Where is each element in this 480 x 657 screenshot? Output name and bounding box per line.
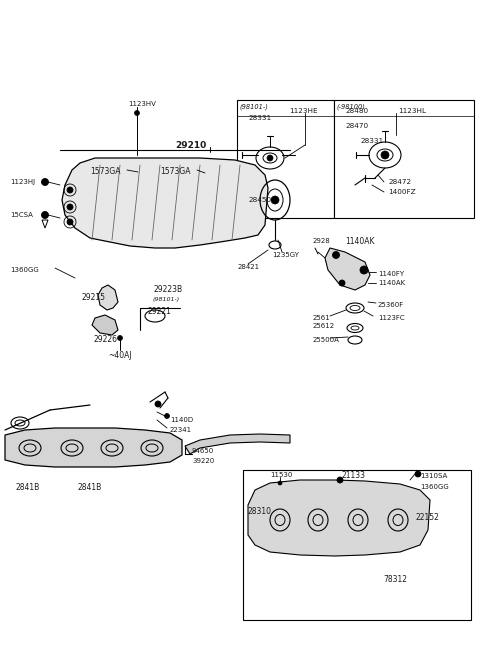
Circle shape	[337, 477, 343, 483]
Text: 21133: 21133	[342, 470, 366, 480]
Text: 1123HJ: 1123HJ	[10, 179, 35, 185]
Text: 28472: 28472	[388, 179, 411, 185]
Text: 1123HL: 1123HL	[398, 108, 426, 114]
Text: 1573GA: 1573GA	[90, 168, 120, 177]
Circle shape	[278, 481, 282, 485]
Polygon shape	[62, 158, 268, 248]
Text: 2561: 2561	[313, 315, 331, 321]
Text: 28480: 28480	[345, 108, 368, 114]
Text: 28331: 28331	[248, 115, 271, 121]
Circle shape	[360, 266, 368, 274]
Circle shape	[415, 471, 421, 477]
Polygon shape	[92, 315, 118, 335]
Bar	[243, 470, 471, 620]
Circle shape	[67, 219, 73, 225]
Bar	[237, 100, 334, 218]
Text: 2841B: 2841B	[78, 484, 102, 493]
Text: 22341: 22341	[170, 427, 192, 433]
Text: ~40AJ: ~40AJ	[108, 350, 132, 359]
Circle shape	[165, 413, 169, 419]
Text: 1140FY: 1140FY	[378, 271, 404, 277]
Circle shape	[41, 212, 48, 219]
Text: 1123HV: 1123HV	[128, 101, 156, 107]
Text: 2841B: 2841B	[15, 484, 39, 493]
Text: 15CSA: 15CSA	[10, 212, 33, 218]
Circle shape	[381, 151, 389, 159]
Text: 25500A: 25500A	[313, 337, 340, 343]
Circle shape	[333, 252, 339, 258]
Text: 1310SA: 1310SA	[420, 473, 447, 479]
Circle shape	[118, 336, 122, 340]
Text: 1123HE: 1123HE	[289, 108, 318, 114]
Text: 1360GG: 1360GG	[10, 267, 39, 273]
Text: 28310: 28310	[248, 507, 272, 516]
Text: 29223B: 29223B	[153, 286, 182, 294]
Text: 78312: 78312	[383, 576, 407, 585]
Circle shape	[41, 179, 48, 185]
Circle shape	[339, 280, 345, 286]
Circle shape	[267, 155, 273, 161]
Text: (98101-): (98101-)	[153, 296, 180, 302]
Text: 25612: 25612	[313, 323, 335, 329]
Text: 28450: 28450	[248, 197, 271, 203]
Circle shape	[67, 204, 73, 210]
Text: 2928: 2928	[313, 238, 331, 244]
Polygon shape	[185, 434, 290, 454]
Text: 39220: 39220	[192, 458, 214, 464]
Text: 22152: 22152	[415, 512, 439, 522]
Polygon shape	[98, 285, 118, 310]
Circle shape	[155, 401, 161, 407]
Polygon shape	[325, 248, 370, 290]
Text: 29226: 29226	[94, 336, 118, 344]
Text: 1140AK: 1140AK	[378, 280, 405, 286]
Text: 28470: 28470	[345, 123, 368, 129]
Circle shape	[67, 187, 73, 193]
Circle shape	[271, 196, 279, 204]
Text: 11530: 11530	[270, 472, 292, 478]
Text: 28421: 28421	[238, 264, 260, 270]
Polygon shape	[5, 428, 182, 467]
Text: 29215: 29215	[82, 292, 106, 302]
Text: 25360F: 25360F	[378, 302, 404, 308]
Text: 29210: 29210	[175, 141, 206, 150]
Polygon shape	[248, 480, 430, 556]
Text: 29221: 29221	[148, 307, 172, 317]
Text: 1573GA: 1573GA	[160, 168, 191, 177]
Text: 1400FZ: 1400FZ	[388, 189, 416, 195]
Text: 94650: 94650	[192, 448, 214, 454]
Text: 1360GG: 1360GG	[420, 484, 449, 490]
Text: 1235GY: 1235GY	[272, 252, 299, 258]
Circle shape	[134, 110, 140, 116]
Text: 28331: 28331	[360, 138, 383, 144]
Text: 1140AK: 1140AK	[345, 237, 374, 246]
Text: (-98100): (-98100)	[336, 104, 365, 110]
Bar	[334, 100, 474, 218]
Text: (98101-): (98101-)	[239, 104, 268, 110]
Text: 1140D: 1140D	[170, 417, 193, 423]
Text: 1123FC: 1123FC	[378, 315, 405, 321]
